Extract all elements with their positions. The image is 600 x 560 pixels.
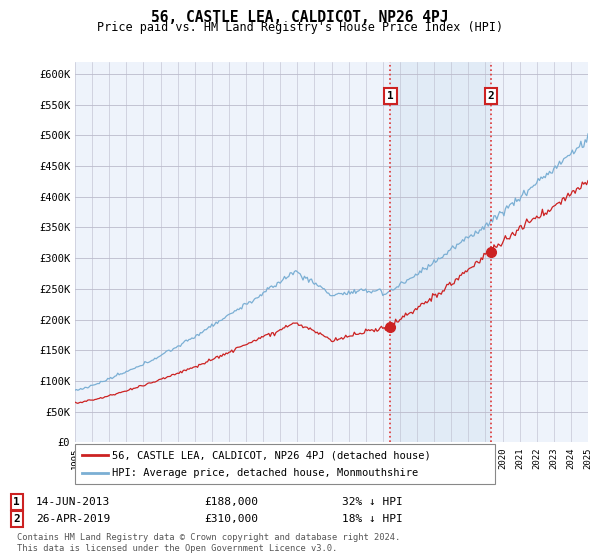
Text: Contains HM Land Registry data © Crown copyright and database right 2024.
This d: Contains HM Land Registry data © Crown c… [17,534,400,553]
Text: 1: 1 [387,91,394,101]
Text: 18% ↓ HPI: 18% ↓ HPI [342,514,403,524]
Bar [391,62,491,442]
Text: £310,000: £310,000 [204,514,258,524]
Text: 14-JUN-2013: 14-JUN-2013 [36,497,110,507]
Text: 2: 2 [487,91,494,101]
Text: 32% ↓ HPI: 32% ↓ HPI [342,497,403,507]
Text: 2: 2 [13,514,20,524]
Text: 56, CASTLE LEA, CALDICOT, NP26 4PJ (detached house): 56, CASTLE LEA, CALDICOT, NP26 4PJ (deta… [112,450,431,460]
Text: HPI: Average price, detached house, Monmouthshire: HPI: Average price, detached house, Monm… [112,468,418,478]
Text: Price paid vs. HM Land Registry's House Price Index (HPI): Price paid vs. HM Land Registry's House … [97,21,503,34]
Text: £188,000: £188,000 [204,497,258,507]
Text: 26-APR-2019: 26-APR-2019 [36,514,110,524]
Text: 1: 1 [13,497,20,507]
Text: 56, CASTLE LEA, CALDICOT, NP26 4PJ: 56, CASTLE LEA, CALDICOT, NP26 4PJ [151,10,449,25]
